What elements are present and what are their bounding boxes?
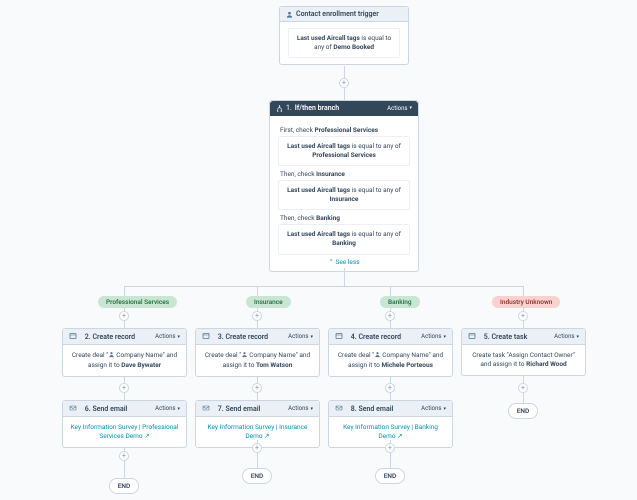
branch-title: If/then branch [295,104,339,112]
step-title: 7. Send email [218,405,285,413]
branch-section-label: First, check Professional Services [278,122,410,136]
email-template-link[interactable]: Key Information Survey | Professional Se… [71,423,179,440]
add-step-button[interactable]: + [339,78,349,88]
branch-condition: Last used Aircall tags is equal to any o… [278,180,410,210]
connector-line [390,286,391,296]
mail-icon [69,404,77,413]
branch-actions-dropdown[interactable]: Actions▾ [387,105,412,112]
email-template-link[interactable]: Key Information Survey | Banking Demo ↗ [343,423,438,440]
branch-condition: Last used Aircall tags is equal to any o… [278,136,410,166]
branch-tag: Banking [380,296,420,308]
branch-condition: Last used Aircall tags is equal to any o… [278,224,410,254]
external-link-icon: ↗ [397,432,402,440]
add-step-button[interactable]: + [252,311,262,321]
chevron-down-icon: ▾ [443,406,446,412]
step-body: Create deal "Company Name" and assign it… [196,345,319,376]
chevron-down-icon: ▾ [177,406,180,412]
step-actions-dropdown[interactable]: Actions▾ [155,333,180,340]
add-step-button[interactable]: + [385,383,395,393]
add-step-button[interactable]: + [119,451,129,461]
chevron-down-icon: ▾ [310,334,313,340]
connector-line [257,286,258,296]
end-node: END [109,478,139,494]
person-icon [108,351,115,359]
create-record-card[interactable]: 4. Create recordActions▾ Create deal "Com… [328,328,453,377]
send-email-card[interactable]: 6. Send emailActions▾ Key Information Sur… [62,400,187,448]
branch-section-label: Then, check Banking [278,210,410,224]
create-record-card[interactable]: 2. Create recordActions▾ Create deal "Com… [62,328,187,377]
branch-icon [276,105,283,112]
add-step-button[interactable]: + [518,383,528,393]
step-actions-dropdown[interactable]: Actions▾ [288,405,313,412]
branch-tag: Insurance [246,296,291,308]
branch-tag: Industry Unknown [492,296,560,308]
connector-line [124,286,523,287]
step-title: 2. Create record [85,333,152,341]
step-actions-dropdown[interactable]: Actions▾ [288,333,313,340]
step-body: Create deal "Company Name" and assign it… [329,345,452,376]
connector-line [344,268,345,286]
step-actions-dropdown[interactable]: Actions▾ [155,405,180,412]
add-step-button[interactable]: + [518,311,528,321]
record-icon [335,332,343,341]
branch-tag: Professional Services [98,296,177,308]
create-record-card[interactable]: 3. Create recordActions▾ Create deal "Com… [195,328,320,377]
chevron-down-icon: ▾ [310,406,313,412]
mail-icon [202,404,210,413]
step-actions-dropdown[interactable]: Actions▾ [421,405,446,412]
connector-line [523,286,524,296]
add-step-button[interactable]: + [252,383,262,393]
step-actions-dropdown[interactable]: Actions▾ [421,333,446,340]
email-template-link[interactable]: Key Information Survey | Insurance Demo … [208,423,308,440]
step-title: 6. Send email [85,405,152,413]
chevron-down-icon: ▾ [177,334,180,340]
step-title: 3. Create record [218,333,285,341]
add-step-button[interactable]: + [119,311,129,321]
chevron-up-icon: ⌃ [328,258,333,266]
chevron-down-icon: ▾ [576,334,579,340]
end-node: END [508,403,538,419]
record-icon [202,332,210,341]
trigger-title: Contact enrollment trigger [296,10,379,18]
add-step-button[interactable]: + [119,383,129,393]
chevron-down-icon: ▾ [443,334,446,340]
record-icon [69,332,77,341]
external-link-icon: ↗ [144,432,149,440]
enrollment-trigger-card[interactable]: Contact enrollment trigger Last used Air… [279,6,409,65]
end-node: END [375,468,405,484]
branch-section-label: Then, check Insurance [278,166,410,180]
step-title: 4. Create record [351,333,418,341]
trigger-condition: Last used Aircall tags is equal to any o… [288,28,400,58]
step-title: 8. Send email [351,405,418,413]
step-title: 5. Create task [484,333,551,341]
contact-icon [286,11,293,18]
mail-icon [335,404,343,413]
create-task-card[interactable]: 5. Create taskActions▾ Create task "Assig… [461,328,586,376]
add-step-button[interactable]: + [385,311,395,321]
chevron-down-icon: ▾ [409,105,412,111]
step-body: Create deal "Company Name" and assign it… [63,345,186,376]
end-node: END [242,468,272,484]
connector-line [124,286,125,296]
add-step-button[interactable]: + [252,443,262,453]
branch-index: 1. [286,104,292,112]
record-icon [468,332,476,341]
if-then-branch-card[interactable]: 1. If/then branch Actions▾ First, check … [269,100,419,272]
step-actions-dropdown[interactable]: Actions▾ [554,333,579,340]
step-body: Create task "Assign Contact Owner" and a… [462,345,585,375]
person-icon [374,351,381,359]
person-icon [241,351,248,359]
external-link-icon: ↗ [264,432,269,440]
add-step-button[interactable]: + [385,443,395,453]
